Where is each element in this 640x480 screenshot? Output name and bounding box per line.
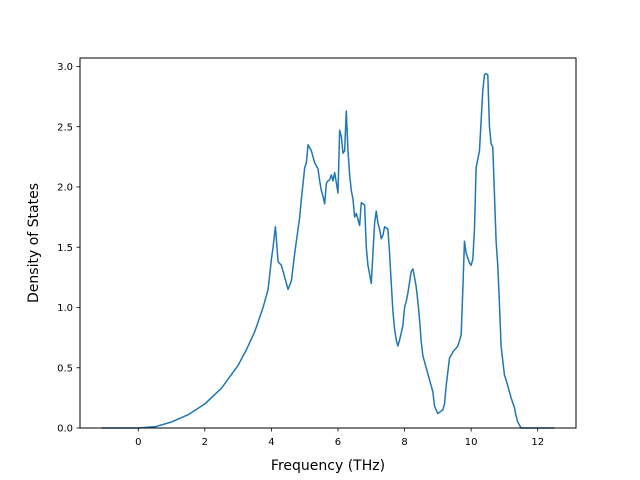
y-tick-label: 2.0: [57, 183, 73, 194]
series-layer: [101, 72, 555, 429]
x-tick-label: 12: [531, 437, 544, 448]
y-tick-label: 1.5: [57, 243, 73, 254]
x-tick-label: 0: [135, 437, 141, 448]
plot-frame: [79, 57, 577, 429]
y-tick-label: 0.0: [57, 424, 73, 435]
dos-series-line-0: [101, 72, 555, 429]
y-axis-ticks: 0.0 0.5 1.0 1.5 2.0 2.5 3.0: [57, 62, 80, 435]
x-tick-label: 6: [335, 437, 341, 448]
x-axis-label: Frequency (THz): [271, 458, 385, 474]
y-tick-label: 3.0: [57, 62, 73, 73]
y-tick-label: 0.5: [57, 363, 73, 374]
x-tick-label: 10: [465, 437, 478, 448]
y-tick-label: 2.5: [57, 122, 73, 133]
y-axis-label: Density of States: [26, 183, 42, 303]
y-tick-label: 1.0: [57, 303, 73, 314]
plot-area: [80, 58, 576, 428]
x-axis-ticks: 0 2 4 6 8 10 12: [135, 428, 544, 448]
x-tick-label: 8: [401, 437, 407, 448]
x-tick-label: 4: [268, 437, 274, 448]
x-tick-label: 2: [202, 437, 208, 448]
